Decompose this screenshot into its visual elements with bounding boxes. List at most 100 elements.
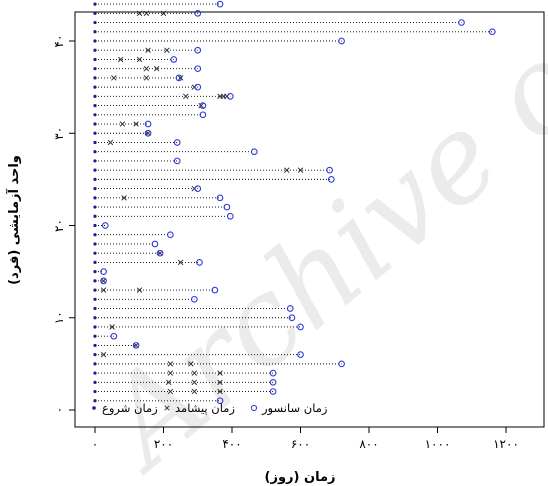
event-marker: [167, 361, 174, 367]
event-marker: [121, 195, 127, 201]
start-point: [93, 288, 97, 292]
y-tick-label: ۰: [52, 407, 66, 413]
event-stroke: [153, 65, 160, 72]
event-marker: [164, 47, 170, 53]
start-point: [93, 343, 97, 348]
censor-point: [288, 314, 296, 322]
event-marker: [177, 259, 184, 266]
event-stroke: [160, 10, 167, 17]
event-stroke: [136, 287, 143, 293]
x-tick-label: ۱۰۰۰: [425, 437, 451, 451]
event-marker: [107, 139, 114, 146]
start-point: [93, 242, 97, 246]
event-stroke: [165, 379, 172, 386]
censor-point: [167, 231, 174, 239]
event-stroke: [145, 130, 151, 137]
censor-point: [173, 139, 181, 146]
x-tick-label: ۸۰۰: [359, 437, 378, 451]
event-marker: [136, 10, 143, 17]
event-marker: [165, 379, 172, 386]
start-point: [93, 67, 97, 71]
censor-point: [101, 222, 109, 229]
event-stroke: [177, 75, 184, 81]
censor-point: [156, 249, 164, 257]
start-point: [93, 316, 97, 320]
censor-point: [216, 0, 224, 8]
event-stroke: [198, 102, 204, 109]
censor-point: [144, 129, 152, 137]
start-point: [93, 150, 97, 154]
event-stroke: [164, 47, 170, 53]
start-point: [93, 389, 97, 394]
y-tick-label: ۳۰: [52, 127, 66, 140]
censor-point: [338, 37, 345, 45]
censor-point: [226, 92, 234, 100]
start-point: [93, 214, 97, 218]
start-point: [93, 85, 97, 89]
event-stroke: [143, 75, 150, 81]
x-axis: ۰ ۲۰۰ ۴۰۰ ۶۰۰ ۸۰۰ ۱۰۰۰ ۱۲۰۰: [92, 427, 519, 451]
event-marker: [217, 379, 223, 386]
event-stroke: [111, 75, 117, 81]
censor-point: [175, 74, 183, 82]
censor-point: [194, 185, 202, 192]
start-point: [93, 325, 97, 329]
start-point: [93, 168, 97, 172]
event-stroke: [188, 361, 194, 367]
start-point: [93, 380, 97, 384]
start-point: [93, 223, 97, 228]
start-point: [93, 399, 97, 403]
start-point: [93, 39, 97, 43]
start-point: [93, 306, 97, 311]
y-tick-label: ۱۰: [52, 311, 66, 324]
event-stroke: [167, 361, 174, 367]
censor-point: [226, 212, 234, 220]
start-point: [93, 260, 97, 264]
x-tick-label: ۲۰۰: [154, 437, 173, 451]
start-point: [93, 270, 97, 274]
event-stroke: [133, 121, 139, 127]
y-axis: ۰ ۱۰ ۲۰ ۳۰ ۴۰: [52, 35, 75, 413]
event-stroke: [107, 139, 114, 146]
censor-point: [151, 240, 159, 248]
censor-point: [216, 397, 224, 405]
x-tick-label: ۰: [92, 437, 98, 451]
legend-label: زمان سانسور: [261, 401, 327, 416]
censor-point: [269, 369, 277, 377]
start-point: [93, 353, 97, 357]
event-marker: [109, 324, 115, 330]
event-marker: [191, 379, 198, 386]
censor-point: [488, 28, 496, 36]
censor-point: [250, 148, 258, 156]
event-stroke: [109, 324, 115, 330]
legend-label: زمان پیشامد: [175, 401, 235, 416]
censor-point: [100, 277, 107, 285]
start-point: [93, 20, 97, 25]
censor-point: [338, 360, 345, 368]
censor-point: [199, 111, 207, 119]
legend-marker: [250, 404, 258, 412]
event-marker: [167, 370, 174, 376]
event-marker: [153, 65, 160, 72]
start-point: [93, 122, 97, 126]
event-stroke: [136, 56, 143, 63]
event-marker: [111, 75, 117, 81]
event-marker: [183, 93, 189, 100]
legend-marker: [164, 405, 170, 411]
event-stroke: [183, 93, 189, 100]
event-stroke: [191, 370, 198, 376]
legend: زمان شروع زمان پیشامد زمان سانسور: [92, 401, 327, 416]
start-point: [93, 196, 97, 200]
start-point: [93, 140, 97, 145]
event-marker: [100, 351, 107, 358]
event-marker: [284, 167, 290, 173]
censor-point: [110, 332, 118, 340]
event-marker: [160, 10, 167, 17]
start-point: [93, 251, 97, 255]
y-axis-label: واحد آزمایشی (فرد): [5, 155, 22, 285]
start-point: [93, 187, 97, 191]
event-stroke: [100, 287, 107, 293]
x-axis-label: زمان (روز): [265, 470, 336, 485]
legend-item: زمان شروع: [92, 401, 158, 416]
legend-label: زمان شروع: [102, 401, 158, 416]
